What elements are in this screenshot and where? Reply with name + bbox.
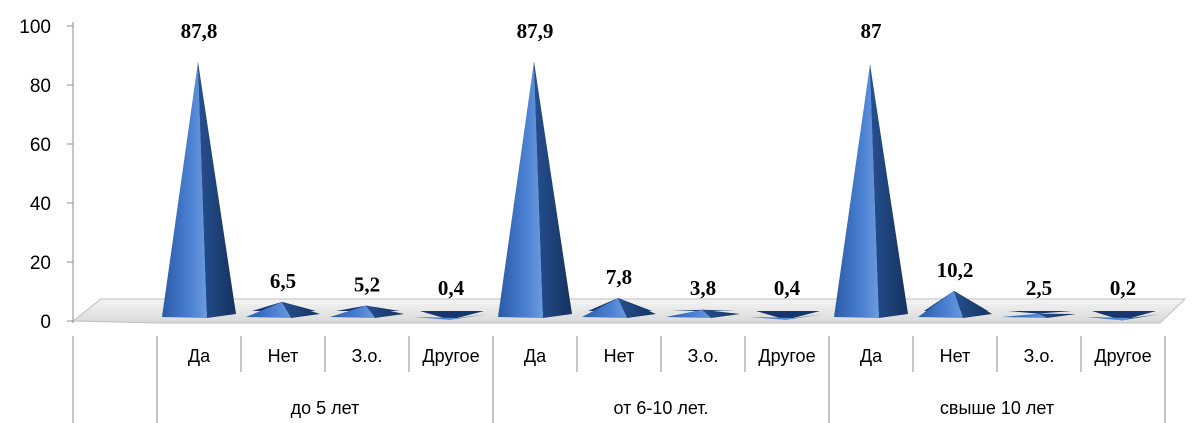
value-axis: 0 20 40 60 80 100 <box>19 17 74 333</box>
category-label: Да <box>524 346 547 366</box>
pyramid-side-face <box>1122 314 1160 321</box>
pyramid-front-face <box>834 64 879 318</box>
data-label: 0,4 <box>438 276 465 300</box>
group-label: до 5 лет <box>291 398 360 418</box>
pyramid-side-face <box>282 301 320 318</box>
pyramid-side-face <box>702 309 740 318</box>
category-label: Другое <box>758 346 815 366</box>
category-label: Нет <box>940 346 971 366</box>
pyramid-side-face <box>450 314 488 320</box>
pyramid-back-face <box>756 311 820 320</box>
category-label: З.о. <box>352 346 383 366</box>
category-label: Да <box>188 346 211 366</box>
y-tick-label: 60 <box>30 135 51 156</box>
category-label: Да <box>860 346 883 366</box>
pyramid-front-face <box>750 317 795 320</box>
pyramid-front-face <box>162 61 207 319</box>
pyramid-front-face <box>498 61 543 318</box>
group-label: свыше 10 лет <box>940 398 1054 418</box>
group-label: от 6-10 лет. <box>613 398 708 418</box>
category-label: Нет <box>604 346 635 366</box>
data-label: 2,5 <box>1026 276 1052 300</box>
pyramid-side-face <box>1038 313 1076 318</box>
pyramid-side-face <box>198 61 236 319</box>
category-axis-table: до 5 лет Да Нет З.о. Другое от 6-10 лет. Да Нет… <box>72 336 1166 423</box>
pyramid-side-face <box>954 290 992 318</box>
category-label: Другое <box>422 346 479 366</box>
pyramid-front-face <box>414 317 459 320</box>
data-labels: 87,8 6,5 5,2 0,4 87,9 7,8 3,8 0,4 87 10,2 2,5 0,2 <box>181 19 1137 300</box>
category-label: З.о. <box>688 346 719 366</box>
data-label: 5,2 <box>354 273 380 297</box>
data-label: 87 <box>861 19 882 43</box>
pyramid-side-face <box>534 61 572 318</box>
pyramid-front-face <box>246 301 291 318</box>
y-tick-label: 0 <box>40 312 51 333</box>
pyramid-side-face <box>618 297 656 318</box>
pyramid-back-face <box>1008 311 1072 314</box>
category-label: Другое <box>1094 346 1151 366</box>
category-label: З.о. <box>1024 346 1055 366</box>
data-label: 10,2 <box>937 258 974 282</box>
pyramid-side-face <box>870 64 908 318</box>
y-tick-label: 100 <box>19 17 51 38</box>
pyramid-front-face <box>666 309 711 318</box>
pyramid-front-face <box>582 297 627 318</box>
data-label: 87,8 <box>181 19 218 43</box>
category-label: Нет <box>268 346 299 366</box>
y-tick-label: 20 <box>30 253 51 274</box>
data-label: 0,4 <box>774 276 801 300</box>
data-label: 87,9 <box>517 19 554 43</box>
pyramid-front-face <box>1086 317 1131 321</box>
chart-bars <box>162 61 1160 321</box>
pyramid-front-face <box>918 290 963 318</box>
data-label: 6,5 <box>270 269 296 293</box>
y-tick-label: 80 <box>30 76 51 97</box>
pyramid-front-face <box>1002 313 1047 318</box>
data-label: 3,8 <box>690 276 716 300</box>
data-label: 0,2 <box>1110 276 1136 300</box>
y-tick-label: 40 <box>30 194 51 215</box>
pyramid-front-face <box>330 305 375 318</box>
pyramid-back-face <box>420 311 484 320</box>
pyramid-back-face <box>1092 311 1156 321</box>
data-label: 7,8 <box>606 265 632 289</box>
pyramid-side-face <box>366 305 404 318</box>
pyramid-side-face <box>786 314 824 320</box>
